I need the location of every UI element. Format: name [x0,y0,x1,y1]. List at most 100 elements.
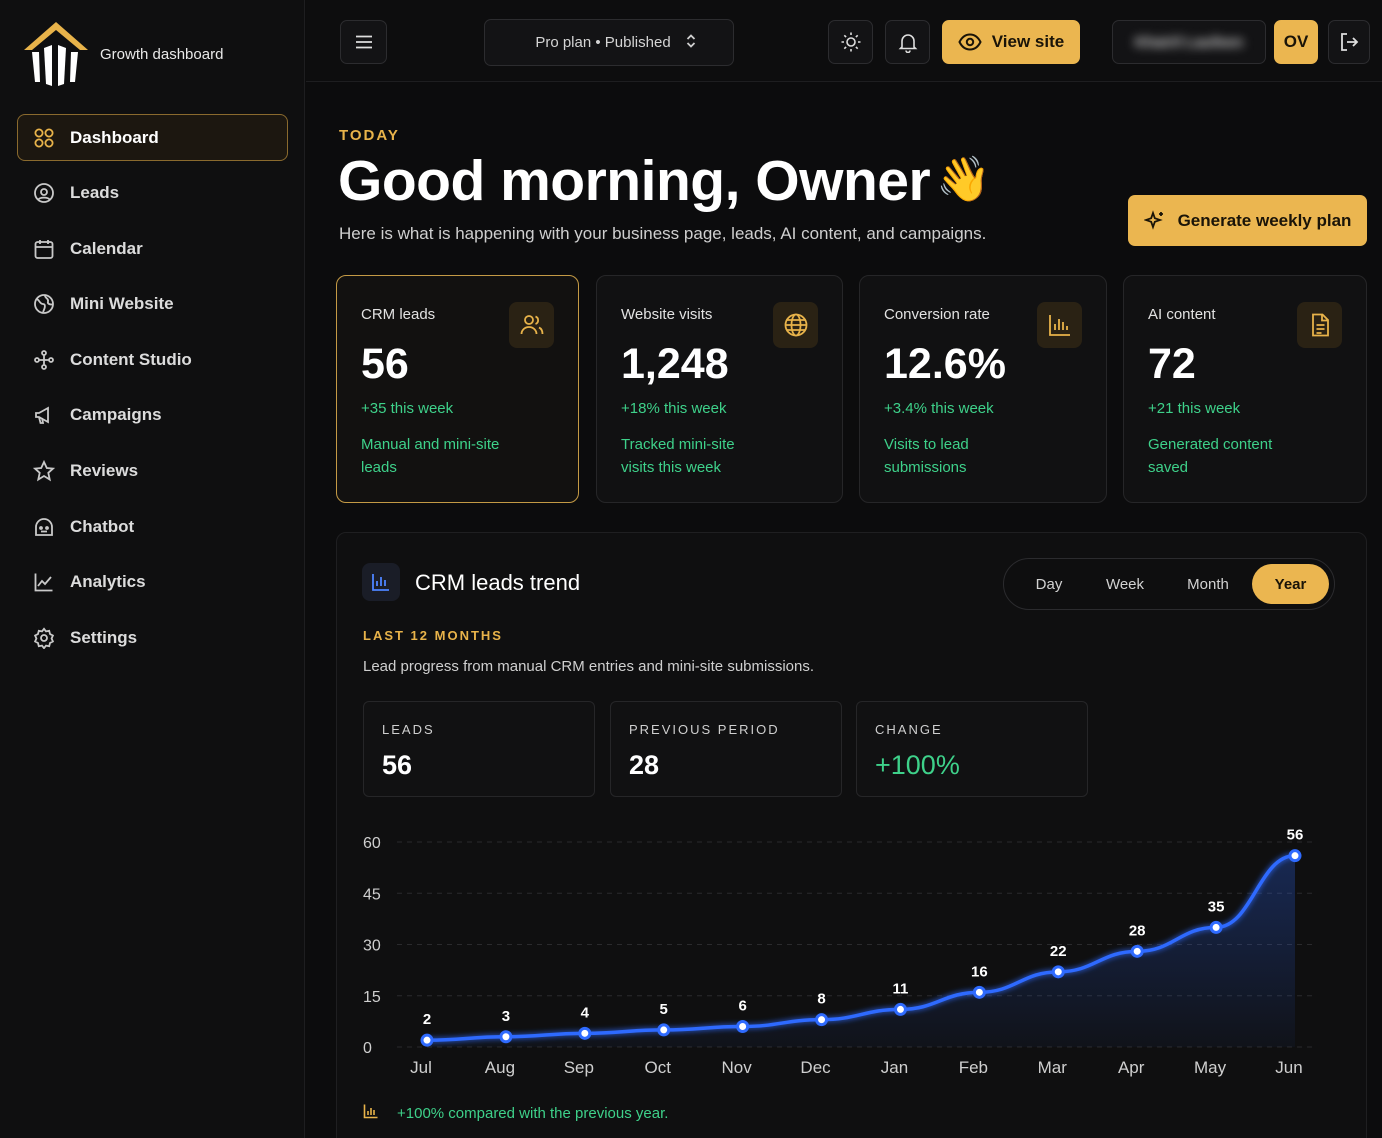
stat-previous-period: PREVIOUS PERIOD 28 [610,701,842,797]
user-menu[interactable]: Khairil Laufeen [1112,20,1266,64]
tab-day[interactable]: Day [1035,575,1063,593]
sidebar-item-settings[interactable]: Settings [17,614,288,661]
x-tick-label: Oct [645,1058,672,1077]
sidebar-item-analytics[interactable]: Analytics [17,559,288,606]
eye-icon [958,33,982,51]
stat-leads: LEADS 56 [363,701,595,797]
calendar-icon [33,238,55,260]
stat-value: +100% [875,750,960,780]
x-tick-label: Mar [1038,1058,1068,1077]
kpi-title: Conversion rate [884,306,990,323]
kpi-note: Generated content saved [1148,436,1273,476]
kpi-delta: +3.4% this week [884,400,994,417]
kpi-delta: +18% this week [621,400,727,417]
user-name: Khairil Laufeen [1134,33,1244,51]
stat-change: CHANGE +100% [856,701,1088,797]
tab-month[interactable]: Month [1187,575,1229,593]
users-icon [509,302,554,348]
x-tick-label: Dec [800,1058,831,1077]
globe-icon [33,293,55,315]
period-tabs: Day Week Month Year [1003,558,1335,610]
sidebar-item-calendar[interactable]: Calendar [17,225,288,272]
kpi-card-ai-content[interactable]: AI content 72 +21 this week Generated co… [1123,275,1367,503]
kpi-card-website-visits[interactable]: Website visits 1,248 +18% this week Trac… [596,275,843,503]
hamburger-icon [355,35,372,49]
kpi-value: 12.6% [884,340,1006,388]
globe-icon [773,302,818,348]
data-label: 11 [893,980,909,997]
topbar: Pro plan • Published View site Khairil L… [306,0,1382,82]
data-label: 16 [971,963,988,980]
footnote-text: +100% compared with the previous year. [397,1104,669,1122]
x-tick-label: Nov [722,1058,753,1077]
brand[interactable]: Growth dashboard [22,20,223,88]
stat-label: PREVIOUS PERIOD [629,722,780,737]
kpi-title: CRM leads [361,306,436,323]
x-tick-label: Apr [1118,1058,1145,1077]
plan-select[interactable]: Pro plan • Published [484,19,734,66]
y-tick-label: 60 [363,835,381,852]
data-point [893,1002,907,1016]
page-subtitle: Here is what is happening with your busi… [339,224,987,243]
stat-value: 56 [382,750,413,780]
sidebar-nav: Dashboard Leads Calendar Mini Website Co… [17,114,288,670]
theme-toggle-button[interactable] [828,20,873,64]
stat-label: LEADS [382,722,435,737]
view-site-label: View site [991,32,1065,51]
notifications-button[interactable] [885,20,930,64]
trend-footnote: +100% compared with the previous year. [363,1103,668,1123]
x-tick-label: Jun [1275,1058,1302,1077]
data-label: 28 [1129,922,1146,939]
x-tick-label: Aug [485,1058,515,1077]
sidebar-item-campaigns[interactable]: Campaigns [17,392,288,439]
sidebar-item-content-studio[interactable]: Content Studio [17,336,288,383]
avatar[interactable]: OV [1274,20,1318,64]
view-site-button[interactable]: View site [942,20,1080,64]
x-tick-label: Feb [959,1058,988,1077]
generate-weekly-plan-button[interactable]: Generate weekly plan [1128,195,1367,246]
data-point [1130,944,1144,958]
sparkle-icon [1143,209,1163,230]
stat-label: CHANGE [875,722,943,737]
sidebar-item-label: Reviews [70,461,139,481]
wave-emoji: 👋 [936,155,991,204]
generate-weekly-plan-label: Generate weekly plan [1177,210,1352,230]
tab-year[interactable]: Year [1252,564,1329,604]
gear-icon [33,627,55,649]
menu-button[interactable] [340,20,387,64]
crm-leads-trend-panel: CRM leads trend Day Week Month Year LAST… [336,532,1367,1138]
bar-chart-icon [362,563,400,601]
sidebar-item-reviews[interactable]: Reviews [17,448,288,495]
sidebar-item-label: Analytics [70,572,146,592]
sidebar-item-label: Calendar [70,238,143,258]
data-point [1209,920,1223,934]
kpi-card-conversion-rate[interactable]: Conversion rate 12.6% +3.4% this week Vi… [859,275,1107,503]
sidebar-item-dashboard[interactable]: Dashboard [17,114,288,161]
x-tick-label: Jan [881,1058,908,1077]
sparkle-icon [33,349,55,371]
sidebar-item-leads[interactable]: Leads [17,170,288,217]
x-tick-label: Sep [564,1058,594,1077]
at-sign-icon [33,182,55,204]
logout-button[interactable] [1328,20,1370,64]
y-tick-label: 15 [363,989,381,1006]
document-icon [1297,302,1342,348]
y-tick-label: 45 [363,886,381,903]
x-tick-label: May [1194,1058,1227,1077]
panel-title: CRM leads trend [415,570,581,595]
sidebar-item-mini-website[interactable]: Mini Website [17,281,288,328]
line-chart-icon [33,571,55,593]
bot-icon [33,516,55,538]
kpi-card-crm-leads[interactable]: CRM leads 56 +35 this week Manual and mi… [336,275,579,503]
bar-chart-icon [363,1103,379,1123]
data-point [736,1020,750,1033]
grid-icon [33,127,55,149]
logout-icon [1341,33,1359,51]
tab-week[interactable]: Week [1105,575,1145,593]
plan-select-value: Pro plan • Published [535,34,671,51]
data-point [1288,849,1302,863]
sidebar-item-chatbot[interactable]: Chatbot [17,503,288,550]
section-kicker: TODAY [339,127,400,144]
kpi-note: Tracked mini-site visits this week [621,436,735,476]
data-point [578,1026,592,1040]
